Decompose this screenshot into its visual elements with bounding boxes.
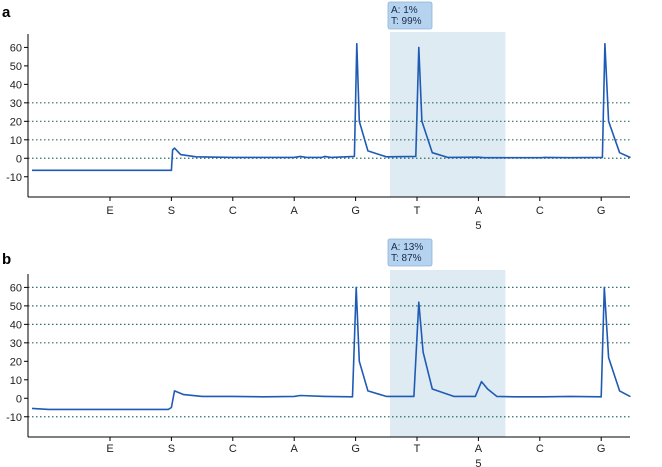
y-tick-label: -10 (6, 172, 22, 184)
x-tick-label-C: C (229, 205, 237, 217)
panel-a: A: 1%T: 99% a 60 50 40 30 20 10 0 -10 E S C A G T A C G 5 (2, 1, 631, 232)
x-tick-label-G: G (597, 205, 606, 217)
y-tick-label: 20 (10, 356, 22, 368)
x-tick-label-C: C (536, 205, 544, 217)
y-tick-label: 60 (10, 282, 22, 294)
callout-line-0: A: 13% (391, 242, 423, 253)
x-tick-label-E: E (106, 443, 113, 455)
panel-label: a (2, 4, 11, 21)
callout-line-1: T: 99% (391, 16, 422, 27)
x-tick-label-S: S (168, 205, 175, 217)
y-tick-label: 10 (10, 375, 22, 387)
y-tick-label: 0 (16, 153, 22, 165)
x-tick-label-S: S (168, 443, 175, 455)
x-tick-label-A: A (475, 443, 483, 455)
signal-trace-0 (32, 42, 631, 172)
y-tick-label: 30 (10, 98, 22, 110)
callout-line-0: A: 1% (391, 5, 418, 16)
highlight-region (390, 270, 506, 437)
panel-label: b (2, 251, 11, 268)
y-tick-label: 10 (10, 135, 22, 147)
allele-callout: A: 13%T: 87% (387, 238, 433, 267)
y-tick-label: 50 (10, 61, 22, 73)
callout-box (387, 1, 433, 30)
x-tick-label-E: E (106, 205, 113, 217)
x-tick-label-T: T (414, 205, 421, 217)
x-tick-label-A: A (475, 205, 483, 217)
y-tick-label: 0 (16, 393, 22, 405)
y-tick-label: 30 (10, 338, 22, 350)
x-tick-label-G: G (351, 443, 360, 455)
x-tick-label-C: C (536, 443, 544, 455)
x-tick-label-T: T (414, 443, 421, 455)
dispensation-number: 5 (475, 458, 481, 467)
dispensation-number: 5 (475, 220, 481, 232)
y-tick-label: 50 (10, 301, 22, 313)
y-tick-label: 60 (10, 42, 22, 54)
y-tick-label: 20 (10, 116, 22, 128)
x-tick-label-A: A (291, 205, 299, 217)
panel-b: A: 13%T: 87% b 60 50 40 30 20 10 0 -10 E S C A G T A C G 5 (2, 238, 631, 467)
callout-box (387, 238, 433, 267)
y-tick-label: -10 (6, 412, 22, 424)
x-tick-label-G: G (351, 205, 360, 217)
highlight-region (390, 32, 506, 197)
y-tick-label: 40 (10, 319, 22, 331)
y-tick-label: 40 (10, 79, 22, 91)
callout-line-1: T: 87% (391, 253, 422, 264)
x-tick-label-C: C (229, 443, 237, 455)
allele-callout: A: 1%T: 99% (387, 1, 433, 30)
signal-trace-0 (31, 286, 631, 411)
x-tick-label-G: G (597, 443, 606, 455)
x-tick-label-A: A (291, 443, 299, 455)
